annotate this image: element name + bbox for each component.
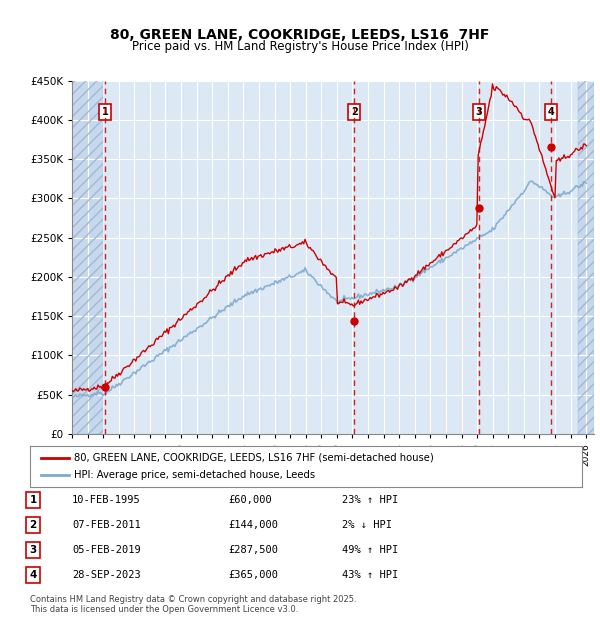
Text: £287,500: £287,500 (228, 545, 278, 555)
Text: 43% ↑ HPI: 43% ↑ HPI (342, 570, 398, 580)
Text: 80, GREEN LANE, COOKRIDGE, LEEDS, LS16  7HF: 80, GREEN LANE, COOKRIDGE, LEEDS, LS16 7… (110, 28, 490, 42)
Text: £144,000: £144,000 (228, 520, 278, 530)
Text: £60,000: £60,000 (228, 495, 272, 505)
Text: 2: 2 (351, 107, 358, 117)
Bar (578, 81, 594, 434)
Text: 80, GREEN LANE, COOKRIDGE, LEEDS, LS16 7HF (semi-detached house): 80, GREEN LANE, COOKRIDGE, LEEDS, LS16 7… (74, 453, 434, 463)
Text: This data is licensed under the Open Government Licence v3.0.: This data is licensed under the Open Gov… (30, 604, 298, 614)
Text: 4: 4 (548, 107, 554, 117)
Text: Contains HM Land Registry data © Crown copyright and database right 2025.: Contains HM Land Registry data © Crown c… (30, 595, 356, 604)
Text: 1: 1 (101, 107, 108, 117)
Text: £365,000: £365,000 (228, 570, 278, 580)
Text: 4: 4 (29, 570, 37, 580)
Text: 07-FEB-2011: 07-FEB-2011 (72, 520, 141, 530)
Text: 1: 1 (29, 495, 37, 505)
Bar (72, 81, 103, 434)
Text: 2% ↓ HPI: 2% ↓ HPI (342, 520, 392, 530)
Text: 3: 3 (475, 107, 482, 117)
Bar (578, 81, 594, 434)
Text: 10-FEB-1995: 10-FEB-1995 (72, 495, 141, 505)
Text: 2: 2 (29, 520, 37, 530)
Bar (72, 81, 103, 434)
Text: 23% ↑ HPI: 23% ↑ HPI (342, 495, 398, 505)
Text: Price paid vs. HM Land Registry's House Price Index (HPI): Price paid vs. HM Land Registry's House … (131, 40, 469, 53)
Text: HPI: Average price, semi-detached house, Leeds: HPI: Average price, semi-detached house,… (74, 471, 315, 480)
Text: 3: 3 (29, 545, 37, 555)
Text: 05-FEB-2019: 05-FEB-2019 (72, 545, 141, 555)
Text: 28-SEP-2023: 28-SEP-2023 (72, 570, 141, 580)
Text: 49% ↑ HPI: 49% ↑ HPI (342, 545, 398, 555)
